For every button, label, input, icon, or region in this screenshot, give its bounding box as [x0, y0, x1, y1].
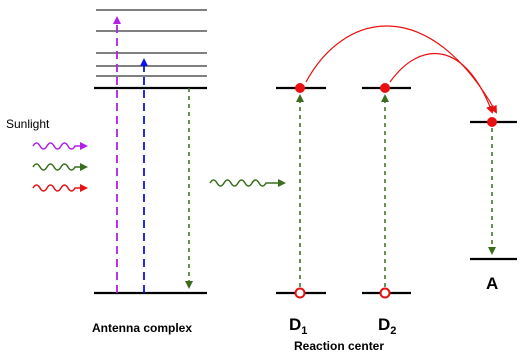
d2-to-a-transfer-arrow [389, 52, 494, 114]
d2-label: D2 [378, 315, 396, 337]
donor-d1 [276, 83, 326, 299]
d2-label-main: D [378, 315, 390, 334]
antenna-levels [94, 9, 207, 295]
red-photon-icon [32, 184, 88, 192]
sunlight-label: Sunlight [6, 117, 50, 131]
d1-label-sub: 1 [301, 325, 307, 337]
d2-electron-icon [380, 83, 390, 93]
d1-to-a-transfer-arrow [305, 25, 497, 114]
d1-label-main: D [289, 315, 301, 334]
d1-label: D1 [289, 315, 307, 337]
green-photon-icon [32, 163, 88, 171]
reaction-center-label: Reaction center [294, 339, 384, 353]
d1-electron-icon [295, 83, 305, 93]
transfer-photon-icon [209, 179, 286, 187]
donor-d2 [362, 83, 411, 299]
a-electron-icon [487, 117, 497, 127]
acceptor-a [470, 117, 517, 261]
d2-label-sub: 2 [390, 325, 396, 337]
d2-hole-icon [379, 287, 391, 299]
d1-hole-icon [294, 287, 306, 299]
antenna-complex-label: Antenna complex [92, 321, 192, 335]
violet-photon-icon [32, 142, 88, 150]
acceptor-label: A [486, 274, 498, 293]
